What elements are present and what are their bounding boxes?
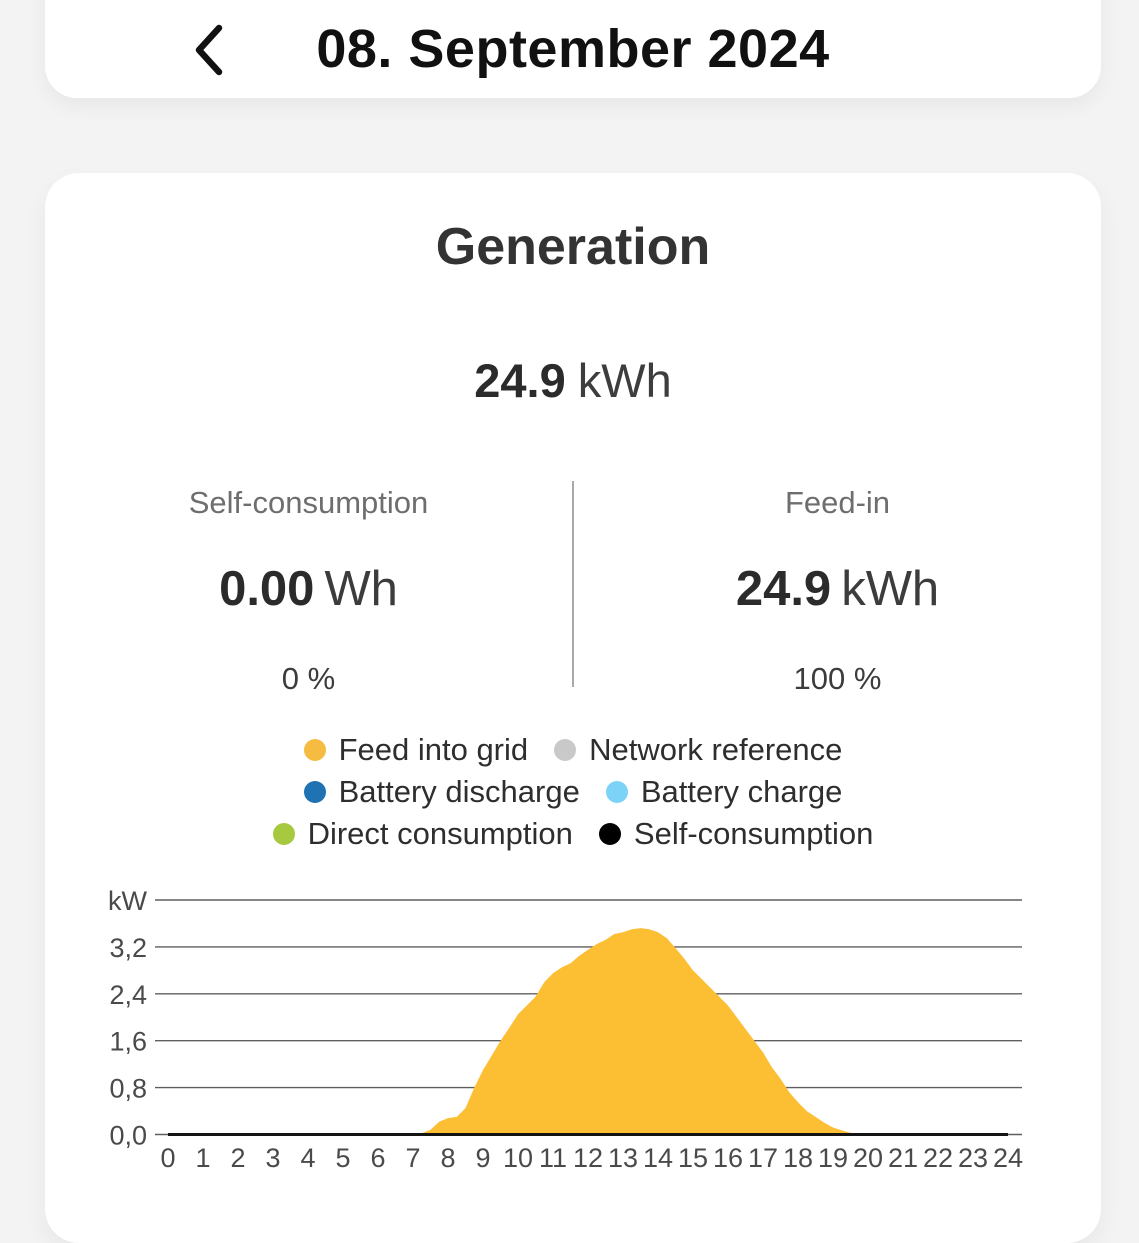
feed-into-grid-area xyxy=(168,928,1008,1135)
x-axis-tick-label: 24 xyxy=(993,1143,1023,1173)
stats-divider xyxy=(572,481,574,687)
legend-label: Feed into grid xyxy=(338,732,529,767)
y-axis-tick-label: 3,2 xyxy=(109,933,147,963)
date-nav-inner: 08. September 2024 xyxy=(45,0,1101,98)
y-axis-tick-label: 0,0 xyxy=(109,1121,147,1151)
legend-item-direct-consumption: Direct consumption xyxy=(272,816,573,852)
x-axis-tick-label: 1 xyxy=(195,1143,210,1173)
legend-item-self-consumption: Self-consumption xyxy=(598,816,874,852)
x-axis-tick-label: 22 xyxy=(923,1143,953,1173)
legend-item-network-reference: Network reference xyxy=(554,732,842,768)
stat-value-unit: kWh xyxy=(841,562,940,616)
stat-value-number: 24.9 xyxy=(735,562,832,616)
generation-total: 24.9 kWh xyxy=(45,353,1101,408)
x-axis-tick-label: 7 xyxy=(405,1143,420,1173)
x-axis-tick-label: 16 xyxy=(713,1143,743,1173)
legend-row: Battery discharge Battery charge xyxy=(291,771,856,813)
generation-card: Generation 24.9 kWh Self-consumption 0.00… xyxy=(45,173,1101,1243)
stat-percent: 0 % xyxy=(281,661,336,696)
stat-label: Feed-in xyxy=(784,485,891,520)
legend-item-battery-charge: Battery charge xyxy=(605,774,843,810)
x-axis-tick-label: 11 xyxy=(539,1143,567,1173)
legend-label: Direct consumption xyxy=(307,816,573,851)
x-axis-tick-label: 19 xyxy=(818,1143,848,1173)
stat-feed-in: Feed-in 24.9 kWh 100 % xyxy=(574,473,1101,696)
date-nav-bar: 08. September 2024 xyxy=(45,0,1101,98)
stat-percent: 100 % xyxy=(793,661,882,696)
stat-value: 0.00 Wh xyxy=(219,561,398,617)
x-axis-tick-label: 17 xyxy=(748,1143,778,1173)
legend-row: Direct consumption Self-consumption xyxy=(260,813,887,855)
x-axis-tick-label: 3 xyxy=(265,1143,280,1173)
x-axis-tick-label: 0 xyxy=(160,1143,175,1173)
stat-value: 24.9 kWh xyxy=(736,561,939,617)
x-axis-tick-label: 21 xyxy=(888,1143,918,1173)
legend-item-battery-discharge: Battery discharge xyxy=(303,774,580,810)
stat-self-consumption: Self-consumption 0.00 Wh 0 % xyxy=(45,473,572,696)
legend-dot-icon xyxy=(598,823,621,845)
stat-value-number: 0.00 xyxy=(219,562,315,616)
legend-dot-icon xyxy=(554,739,577,761)
generation-total-unit: kWh xyxy=(577,354,672,407)
chart-legend: Feed into grid Network reference Battery… xyxy=(45,729,1101,855)
legend-dot-icon xyxy=(303,739,326,761)
legend-label: Self-consumption xyxy=(633,816,874,851)
x-axis-tick-label: 20 xyxy=(853,1143,883,1173)
x-axis-tick-label: 8 xyxy=(440,1143,455,1173)
legend-label: Network reference xyxy=(589,732,843,767)
stat-value-unit: Wh xyxy=(324,562,398,616)
x-axis-tick-label: 15 xyxy=(678,1143,708,1173)
page-title-date[interactable]: 08. September 2024 xyxy=(316,19,830,79)
legend-row: Feed into grid Network reference xyxy=(291,729,856,771)
legend-dot-icon xyxy=(605,781,628,803)
x-axis-tick-label: 5 xyxy=(335,1143,350,1173)
legend-dot-icon xyxy=(303,781,326,803)
chevron-left-icon xyxy=(194,24,224,76)
y-axis-tick-label: kW xyxy=(108,886,148,916)
y-axis-tick-label: 0,8 xyxy=(109,1074,147,1104)
x-axis-tick-label: 13 xyxy=(608,1143,638,1173)
legend-label: Battery discharge xyxy=(338,774,580,809)
legend-label: Battery charge xyxy=(640,774,843,809)
x-axis-tick-label: 6 xyxy=(370,1143,385,1173)
x-axis-tick-label: 23 xyxy=(958,1143,988,1173)
x-axis-tick-label: 9 xyxy=(475,1143,490,1173)
x-axis-tick-label: 4 xyxy=(300,1143,315,1173)
legend-item-feed-into-grid: Feed into grid xyxy=(303,732,529,768)
x-axis-tick-label: 14 xyxy=(643,1143,673,1173)
y-axis-tick-label: 2,4 xyxy=(109,980,147,1010)
x-axis-tick-label: 18 xyxy=(783,1143,813,1173)
x-axis-tick-label: 2 xyxy=(230,1143,245,1173)
x-axis-tick-label: 12 xyxy=(573,1143,603,1173)
y-axis-tick-label: 1,6 xyxy=(109,1027,147,1057)
card-title: Generation xyxy=(435,218,711,276)
generation-total-value: 24.9 xyxy=(474,354,566,407)
generation-chart[interactable]: 0,0 0,8 1,6 2,4 3,2 kW 0 1 2 3 4 5 6 7 8 9 10 11 12 13 14 15 1… xyxy=(0,885,1139,1200)
back-button[interactable] xyxy=(173,14,245,86)
x-axis-tick-label: 10 xyxy=(503,1143,533,1173)
legend-dot-icon xyxy=(272,823,295,845)
stats-row: Self-consumption 0.00 Wh 0 % Feed-in 24.9… xyxy=(45,473,1101,696)
stat-label: Self-consumption xyxy=(188,485,429,520)
